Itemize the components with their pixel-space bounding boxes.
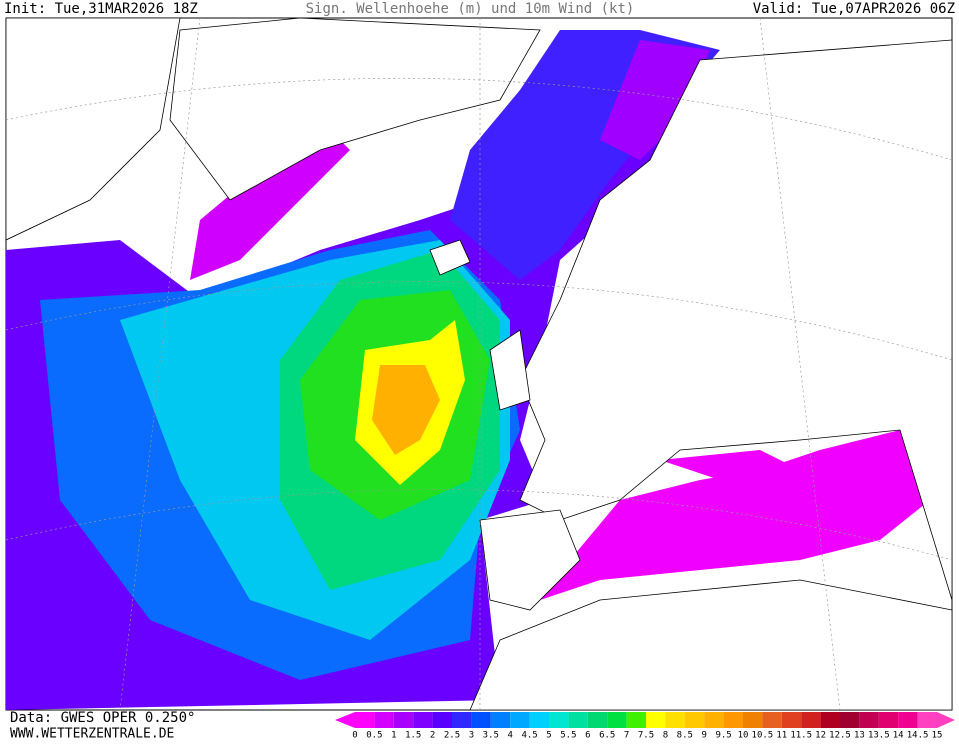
canada bbox=[6, 18, 181, 241]
legend-color-box bbox=[549, 712, 569, 728]
legend-color-box bbox=[646, 712, 666, 728]
legend-color-box bbox=[490, 712, 511, 728]
legend-tick-label: 10.5 bbox=[752, 731, 774, 741]
legend-color-box bbox=[781, 712, 802, 728]
legend-tick-label: 0 bbox=[352, 731, 357, 741]
legend-color-box bbox=[374, 712, 394, 728]
legend-color-box bbox=[626, 712, 646, 728]
legend-color-box bbox=[607, 712, 627, 728]
legend-tick-label: 14 bbox=[893, 731, 904, 741]
ocean-waves bbox=[190, 130, 350, 280]
legend-tick-label: 13 bbox=[854, 731, 865, 741]
legend-color-box bbox=[413, 712, 433, 728]
legend-tick-label: 11.5 bbox=[790, 731, 812, 741]
init-time: Init: Tue,31MAR2026 18Z bbox=[4, 1, 198, 17]
legend-tick-label: 1.5 bbox=[405, 731, 421, 741]
legend-tick-label: 5 bbox=[546, 731, 551, 741]
legend-tick-label: 2 bbox=[430, 731, 435, 741]
legend-color-box bbox=[529, 712, 549, 728]
legend-tick-label: 4 bbox=[507, 731, 512, 741]
legend-tick-label: 3.5 bbox=[483, 731, 499, 741]
legend-color-box bbox=[510, 712, 530, 728]
legend-color-box bbox=[898, 712, 918, 728]
legend-color-box bbox=[840, 712, 860, 728]
data-source: Data: GWES OPER 0.250° bbox=[10, 710, 195, 726]
legend-color-box bbox=[917, 712, 937, 728]
iberia bbox=[479, 509, 581, 611]
legend-tick-label: 2.5 bbox=[444, 731, 460, 741]
legend-color-box bbox=[452, 712, 472, 728]
adriatic bbox=[660, 450, 800, 480]
legend-color-box bbox=[762, 712, 782, 728]
legend-tick-label: 9 bbox=[701, 731, 706, 741]
iceland bbox=[429, 239, 471, 276]
website: WWW.WETTERZENTRALE.DE bbox=[10, 727, 174, 742]
graticule bbox=[6, 18, 952, 710]
legend-tick-label: 6.5 bbox=[599, 731, 615, 741]
legend-color-box bbox=[723, 712, 743, 728]
legend-color-box bbox=[878, 712, 899, 728]
legend-tick-label: 13.5 bbox=[868, 731, 890, 741]
legend-tick-label: 7.5 bbox=[638, 731, 654, 741]
legend-color-box bbox=[665, 712, 685, 728]
legend-color-box bbox=[743, 712, 763, 728]
map bbox=[5, 17, 953, 711]
north-africa bbox=[469, 579, 952, 710]
legend-tick-label: 8 bbox=[663, 731, 668, 741]
legend-under-arrow bbox=[335, 712, 355, 728]
europe bbox=[519, 39, 952, 601]
color-legend: 0 0.5 1 1.5 2 2.5 3 3.5 4 4.5 5 5.5 6 6.5 7 7.5 8 8.5 9 9.5… bbox=[335, 712, 955, 741]
legend-tick-label: 12.5 bbox=[829, 731, 851, 741]
ocean-waves bbox=[600, 40, 710, 160]
map-title: Sign. Wellenhoehe (m) und 10m Wind (kt) bbox=[306, 1, 635, 17]
legend-over-arrow bbox=[937, 712, 955, 728]
legend-color-box bbox=[393, 712, 414, 728]
legend-tick-label: 14.5 bbox=[907, 731, 929, 741]
legend-color-box bbox=[587, 712, 608, 728]
legend-color-box bbox=[820, 712, 840, 728]
legend-tick-label: 11 bbox=[776, 731, 787, 741]
ocean-waves bbox=[372, 365, 440, 455]
legend-color-box bbox=[568, 712, 588, 728]
legend-color-box bbox=[684, 712, 705, 728]
legend-tick-label: 15 bbox=[932, 731, 943, 741]
legend-tick-label: 9.5 bbox=[715, 731, 731, 741]
legend-tick-label: 1 bbox=[391, 731, 396, 741]
legend-color-box bbox=[471, 712, 491, 728]
legend-tick-label: 5.5 bbox=[560, 731, 576, 741]
legend-color-box bbox=[801, 712, 821, 728]
legend-color-box bbox=[355, 712, 375, 728]
legend-tick-label: 12 bbox=[815, 731, 826, 741]
legend-color-box bbox=[432, 712, 452, 728]
legend-color-box bbox=[859, 712, 879, 728]
legend-tick-label: 6 bbox=[585, 731, 590, 741]
legend-tick-label: 8.5 bbox=[677, 731, 693, 741]
legend-tick-label: 7 bbox=[624, 731, 629, 741]
legend-tick-label: 4.5 bbox=[521, 731, 537, 741]
legend-tick-label: 3 bbox=[469, 731, 474, 741]
valid-time: Valid: Tue,07APR2026 06Z bbox=[753, 1, 955, 17]
legend-tick-label: 10 bbox=[738, 731, 749, 741]
legend-color-box bbox=[704, 712, 724, 728]
greenland bbox=[169, 18, 541, 201]
british-isles bbox=[489, 329, 531, 411]
legend-tick-label: 0.5 bbox=[366, 731, 382, 741]
mediterranean bbox=[540, 430, 930, 600]
